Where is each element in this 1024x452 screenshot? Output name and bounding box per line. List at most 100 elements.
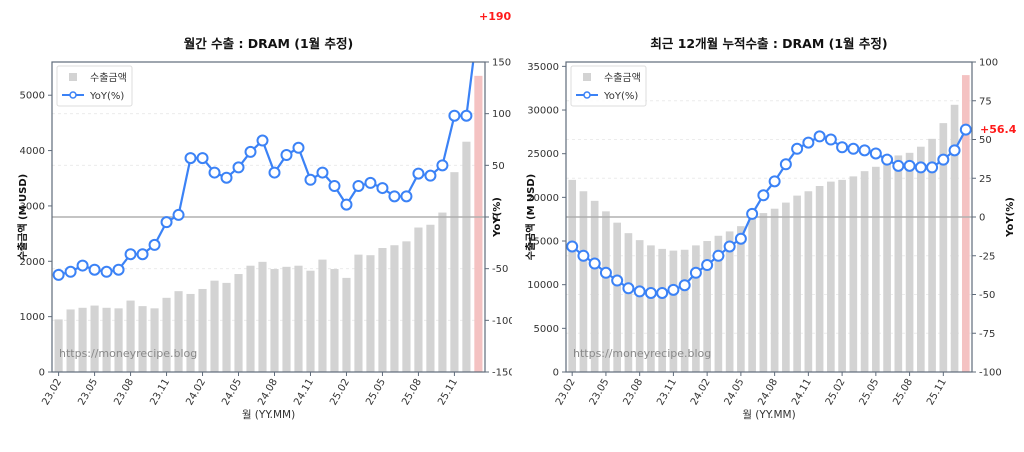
x-tick-label: 23.05 <box>76 377 100 407</box>
yoy-marker <box>926 161 939 174</box>
yoy-marker <box>656 286 669 299</box>
bar <box>114 308 123 372</box>
bar <box>961 75 970 372</box>
bar <box>210 280 219 372</box>
bar <box>860 171 869 372</box>
bar <box>162 297 171 372</box>
bar <box>770 208 779 372</box>
yoy-marker <box>667 283 680 296</box>
x-tick-label: 24.11 <box>790 377 814 407</box>
yoy-marker <box>100 265 113 278</box>
bar <box>282 266 291 372</box>
y2-tick-label: -150 <box>492 368 512 379</box>
bar <box>90 305 99 372</box>
legend-label-yoy: YoY(%) <box>603 91 638 102</box>
yoy-marker <box>813 130 826 143</box>
legend-label-yoy: YoY(%) <box>89 91 124 102</box>
legend-marker-swatch <box>583 91 591 99</box>
rolling-12m-export-chart: 최근 12개월 누적수출 : DRAM (1월 추정) https://money… <box>512 0 1024 452</box>
x-tick-label: 23.11 <box>148 377 172 407</box>
y2-tick-label: 50 <box>492 161 505 172</box>
y2-tick-label: -100 <box>979 368 1002 379</box>
yoy-marker <box>712 249 725 262</box>
yoy-marker <box>460 109 473 122</box>
yoy-marker <box>836 141 849 154</box>
bar <box>624 233 633 372</box>
y2-tick-label: 0 <box>492 213 498 224</box>
y-tick-label: 4000 <box>20 146 45 157</box>
yoy-marker <box>424 169 437 182</box>
y2-tick-label: 150 <box>492 58 511 69</box>
yoy-marker <box>599 266 612 279</box>
y2-tick-label: 25 <box>979 174 992 185</box>
y-tick-label: 25000 <box>527 149 559 160</box>
yoy-marker <box>791 142 804 155</box>
bar <box>692 245 700 372</box>
x-tick-label: 23.08 <box>621 377 645 407</box>
yoy-marker <box>208 166 221 179</box>
yoy-marker <box>802 136 815 149</box>
bar <box>804 191 813 372</box>
yoy-marker <box>566 240 579 253</box>
bar <box>402 241 411 372</box>
bar <box>306 270 315 372</box>
x-tick-label: 24.02 <box>184 377 208 407</box>
yoy-marker <box>268 166 281 179</box>
x-tick-label: 23.02 <box>554 377 578 407</box>
x-axis-label: 월 (YY.MM) <box>742 409 795 421</box>
x-tick-label: 24.02 <box>689 377 713 407</box>
bar <box>66 309 75 372</box>
yoy-marker <box>136 248 149 261</box>
bar <box>294 265 303 372</box>
yoy-marker <box>340 198 353 211</box>
chart-title: 월간 수출 : DRAM (1월 추정) <box>184 36 354 51</box>
yoy-marker <box>376 182 389 195</box>
yoy-marker <box>577 249 590 262</box>
legend-label-bars: 수출금액 <box>90 72 127 84</box>
y-axis-label: 수출금액 (M USD) <box>16 174 29 260</box>
yoy-marker <box>644 286 657 299</box>
yoy-marker <box>352 180 365 192</box>
y2-tick-label: 50 <box>979 135 992 146</box>
bar <box>438 212 447 372</box>
yoy-marker <box>448 109 461 122</box>
bar <box>714 235 723 372</box>
y-tick-label: 1000 <box>20 312 45 323</box>
bar <box>198 288 207 372</box>
bar <box>474 75 483 372</box>
x-tick-label: 24.08 <box>756 377 780 407</box>
monthly-export-chart-svg: 월간 수출 : DRAM (1월 추정) https://moneyrecipe.… <box>16 10 523 421</box>
yoy-marker <box>892 159 905 172</box>
bar <box>647 245 655 372</box>
yoy-marker <box>256 134 269 147</box>
x-tick-label: 23.08 <box>112 377 136 407</box>
bar <box>602 211 610 372</box>
x-tick-label: 24.05 <box>723 377 747 407</box>
yoy-marker <box>903 159 916 172</box>
x-tick-label: 25.11 <box>925 377 949 407</box>
bar <box>234 274 243 372</box>
x-tick-label: 24.08 <box>256 377 280 407</box>
bar <box>426 224 435 372</box>
yoy-marker <box>881 153 894 166</box>
legend: 수출금액 YoY(%) <box>56 65 133 107</box>
bar <box>928 138 936 372</box>
y-tick-label: 2000 <box>20 257 45 268</box>
y2-axis-label: YoY(%) <box>1005 197 1016 238</box>
yoy-marker <box>824 133 837 146</box>
legend-label-bars: 수출금액 <box>604 72 641 84</box>
bar <box>939 123 948 372</box>
yoy-marker <box>701 259 714 272</box>
yoy-marker <box>723 240 736 253</box>
x-tick-label: 25.08 <box>400 377 424 407</box>
yoy-marker <box>364 176 377 189</box>
y2-tick-label: 75 <box>979 96 992 107</box>
x-tick-label: 23.05 <box>588 377 612 407</box>
x-tick-label: 25.11 <box>436 377 460 407</box>
yoy-marker <box>734 232 747 245</box>
y2-tick-label: -75 <box>979 329 995 340</box>
bar <box>680 249 689 372</box>
yoy-marker <box>292 141 305 154</box>
y-axis-label: 수출금액 (M USD) <box>524 174 537 260</box>
bar <box>703 241 711 372</box>
